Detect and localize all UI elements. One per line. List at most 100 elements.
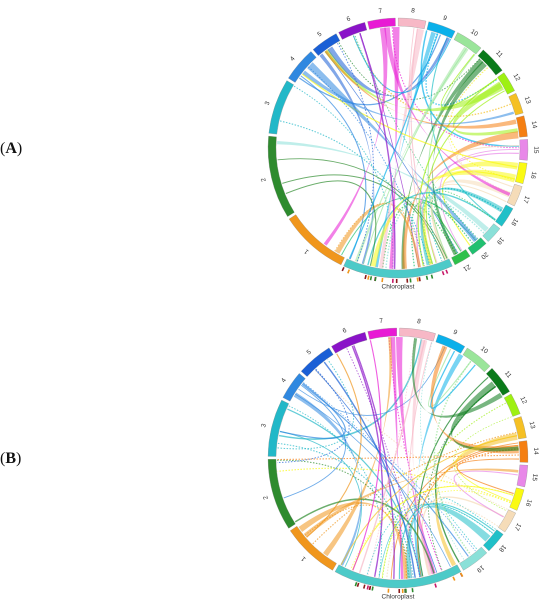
link-line <box>453 416 512 512</box>
segment-label-9: 9 <box>442 15 448 23</box>
segment-label-18: 18 <box>509 217 519 227</box>
feature-marker <box>445 269 449 274</box>
link-ribbon <box>389 27 400 269</box>
segment-label-12: 12 <box>512 73 522 83</box>
segment-7 <box>367 17 396 30</box>
segment-15 <box>516 464 528 488</box>
segment-label-7: 7 <box>379 318 384 325</box>
feature-marker <box>366 585 370 590</box>
feature-marker <box>374 276 377 282</box>
feature-marker <box>368 585 372 591</box>
link-line <box>315 369 438 573</box>
segment-9 <box>435 334 466 354</box>
segment-18 <box>495 204 514 227</box>
link-line <box>417 444 519 577</box>
segment-label-4: 4 <box>280 377 288 384</box>
segment-label-16: 16 <box>529 171 537 180</box>
segment-label-20: 20 <box>479 250 489 260</box>
segment-4 <box>282 373 306 402</box>
link-line <box>430 350 476 409</box>
link-line <box>447 66 511 194</box>
feature-marker <box>452 576 456 581</box>
link-ribbon <box>395 337 436 575</box>
segment-5 <box>312 33 341 56</box>
link-line <box>405 448 519 579</box>
segment-13 <box>513 416 527 440</box>
segment-label-chloroplast: Chloroplast <box>382 594 415 601</box>
link-line <box>285 180 377 266</box>
segment-7 <box>367 327 397 340</box>
segment-label-14: 14 <box>532 447 539 455</box>
segment-label-17: 17 <box>512 522 522 532</box>
segment-label-5: 5 <box>316 30 323 38</box>
segment-label-9: 9 <box>452 329 459 337</box>
panel-a-label: (A) <box>0 140 23 157</box>
segment-5 <box>300 347 334 377</box>
link-line <box>277 454 519 461</box>
segment-label-2: 2 <box>262 494 270 500</box>
link-ribbon <box>390 337 404 579</box>
feature-marker <box>441 270 445 276</box>
link-line <box>279 120 431 265</box>
link-ribbon <box>450 381 519 452</box>
segment-label-6: 6 <box>346 15 352 23</box>
segment-6 <box>338 22 368 40</box>
link-line <box>287 408 421 578</box>
link-line <box>440 53 498 109</box>
feature-marker <box>364 274 367 280</box>
segment-chloroplast <box>343 258 453 279</box>
link-line <box>314 369 508 510</box>
segment-label-6: 6 <box>342 327 348 335</box>
segment-14 <box>518 440 529 463</box>
link-line <box>367 192 496 266</box>
segment-label-7: 7 <box>378 8 383 15</box>
link-line <box>277 359 355 450</box>
segment-9 <box>426 21 456 39</box>
link-line <box>277 158 448 259</box>
segment-label-5: 5 <box>306 349 314 357</box>
link-line <box>386 501 499 579</box>
link-line <box>288 405 383 578</box>
segment-label-11: 11 <box>494 49 504 59</box>
panel-a-letter: A <box>5 140 17 157</box>
segment-label-17: 17 <box>521 195 530 205</box>
link-line <box>307 66 425 267</box>
segment-label-13: 13 <box>523 96 532 106</box>
segment-label-3: 3 <box>260 423 268 429</box>
link-line <box>428 386 496 571</box>
link-line <box>304 504 409 579</box>
panel-b-letter: B <box>5 450 16 467</box>
feature-marker <box>371 586 374 591</box>
segment-label-2: 2 <box>260 177 268 183</box>
feature-marker <box>425 275 429 280</box>
segment-17 <box>506 183 523 207</box>
segment-label-1: 1 <box>303 247 311 255</box>
segment-label-19: 19 <box>475 564 485 574</box>
link-line <box>279 382 346 440</box>
feature-marker <box>354 582 358 587</box>
link-line <box>295 393 451 568</box>
segment-label-3: 3 <box>264 100 272 106</box>
segment-10 <box>462 347 491 373</box>
link-ribbon <box>452 81 518 136</box>
segment-12 <box>503 393 521 417</box>
segment-17 <box>498 509 516 533</box>
segment-label-18: 18 <box>497 543 507 553</box>
segment-14 <box>516 115 528 138</box>
segment-8 <box>398 17 427 30</box>
segment-6 <box>331 332 368 354</box>
link-ribbon <box>420 187 504 266</box>
segment-label-10: 10 <box>479 345 489 355</box>
feature-marker <box>363 584 366 589</box>
segment-18 <box>483 529 504 552</box>
link-line <box>334 202 425 267</box>
segment-label-chloroplast: Chloroplast <box>382 284 415 291</box>
segment-12 <box>497 72 515 95</box>
link-line <box>433 360 472 556</box>
segment-label-16: 16 <box>524 498 533 507</box>
segment-label-12: 12 <box>518 396 528 406</box>
feature-marker <box>356 582 360 588</box>
segment-11 <box>477 49 503 76</box>
